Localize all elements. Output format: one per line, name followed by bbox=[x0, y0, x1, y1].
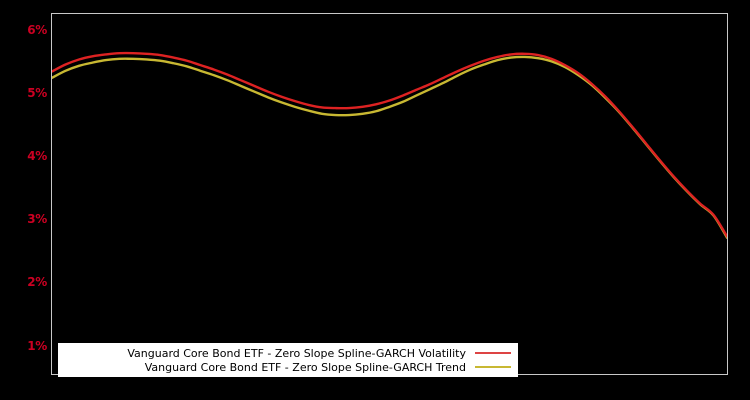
plot-area bbox=[51, 13, 728, 375]
y-tick-label-6pct: 6% bbox=[27, 22, 47, 37]
series-lines bbox=[52, 51, 727, 239]
legend-line-sample bbox=[475, 352, 511, 354]
series-line-trend bbox=[52, 55, 727, 239]
chart-legend: Vanguard Core Bond ETF - Zero Slope Spli… bbox=[58, 343, 518, 377]
legend-item-label: Vanguard Core Bond ETF - Zero Slope Spli… bbox=[144, 360, 466, 374]
y-tick-label-3pct: 3% bbox=[27, 212, 47, 227]
y-tick-label-1pct: 1% bbox=[27, 338, 47, 353]
y-tick-label-4pct: 4% bbox=[27, 149, 47, 164]
legend-item[interactable]: Vanguard Core Bond ETF - Zero Slope Spli… bbox=[59, 346, 517, 360]
legend-line-sample bbox=[475, 366, 511, 368]
legend-item-label: Vanguard Core Bond ETF - Zero Slope Spli… bbox=[127, 346, 466, 360]
series-line-volatility bbox=[52, 51, 727, 238]
y-tick-label-2pct: 2% bbox=[27, 275, 47, 290]
y-tick-label-5pct: 5% bbox=[27, 85, 47, 100]
y-axis-tick-labels: 6% 5% 4% 3% 2% 1% bbox=[0, 0, 47, 400]
legend-item[interactable]: Vanguard Core Bond ETF - Zero Slope Spli… bbox=[59, 360, 517, 374]
